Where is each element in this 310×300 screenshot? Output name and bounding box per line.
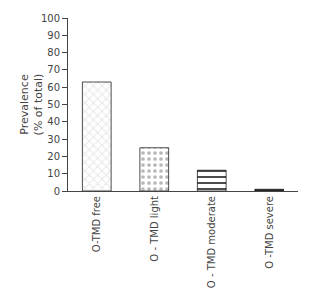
- svg-text:30: 30: [47, 134, 60, 145]
- svg-text:Prevalence(% of total): Prevalence(% of total): [18, 74, 45, 136]
- svg-text:50: 50: [47, 99, 60, 110]
- svg-text:O - TMD moderate: O - TMD moderate: [206, 196, 217, 288]
- svg-text:20: 20: [47, 151, 60, 162]
- svg-text:70: 70: [47, 64, 60, 75]
- svg-text:90: 90: [47, 30, 60, 41]
- svg-text:10: 10: [47, 168, 60, 179]
- svg-text:40: 40: [47, 116, 60, 127]
- svg-text:0: 0: [54, 186, 60, 197]
- svg-text:60: 60: [47, 82, 60, 93]
- svg-text:80: 80: [47, 47, 60, 58]
- svg-text:100: 100: [41, 13, 60, 24]
- svg-text:O -TMD severe: O -TMD severe: [264, 196, 275, 269]
- svg-text:O - TMD light: O - TMD light: [149, 196, 160, 262]
- svg-text:O-TMD free: O-TMD free: [91, 196, 102, 252]
